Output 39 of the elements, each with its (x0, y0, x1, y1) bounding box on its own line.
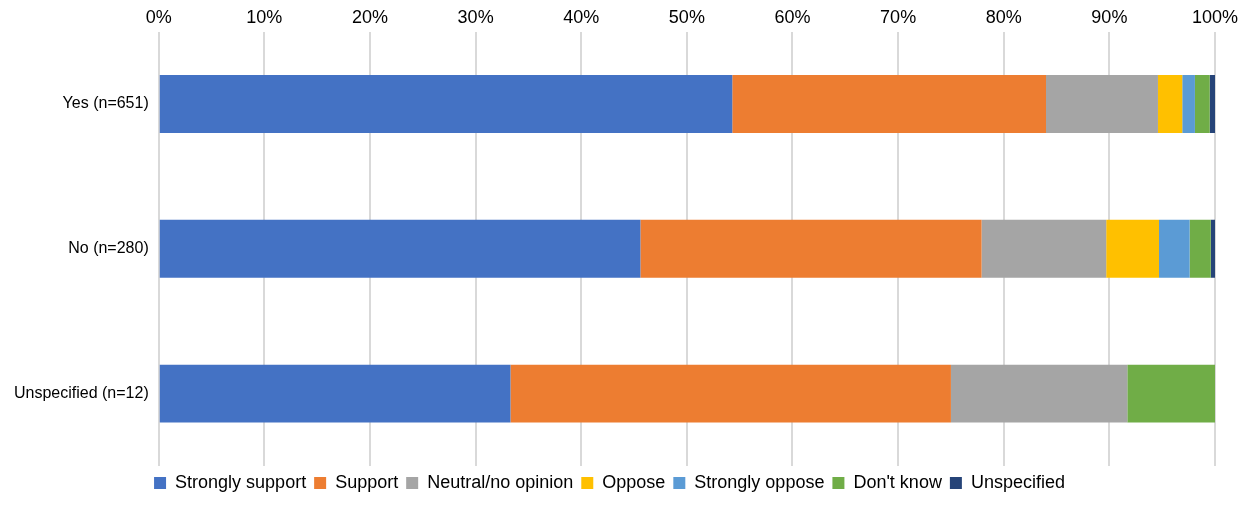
x-tick-label: 70% (880, 6, 917, 27)
x-tick-label: 40% (563, 6, 600, 27)
bar (950, 364, 1128, 423)
bar (1182, 75, 1195, 133)
x-tick-label: 100% (1191, 6, 1239, 27)
x-tick-label: 0% (145, 6, 172, 27)
legend-label: Support (335, 471, 399, 492)
bar (732, 75, 1046, 133)
bar (1189, 219, 1211, 278)
legend-label: Neutral/no opinion (427, 471, 574, 492)
bar (1127, 364, 1215, 423)
x-tick-label: 20% (351, 6, 389, 27)
x-tick-label: 30% (457, 6, 494, 27)
legend-label: Strongly support (175, 471, 307, 492)
bar (159, 364, 511, 423)
x-tick-label: 80% (985, 6, 1022, 27)
legend-label: Oppose (602, 471, 666, 492)
x-tick-label: 90% (1091, 6, 1128, 27)
bar (1159, 219, 1190, 278)
bar (981, 219, 1107, 278)
bar (1194, 75, 1210, 133)
bar (1209, 75, 1215, 133)
bar (159, 75, 733, 133)
bar (159, 219, 641, 278)
x-tick-label: 10% (246, 6, 283, 27)
y-tick-label: Unspecified (n=12) (13, 384, 149, 402)
legend-label: Strongly oppose (694, 471, 825, 492)
bar (1046, 75, 1158, 133)
y-tick-label: No (n=280) (68, 239, 149, 257)
bar (510, 364, 951, 423)
y-tick-label: Yes (n=651) (62, 94, 149, 112)
x-tick-label: 50% (668, 6, 705, 27)
legend-label: Don't know (853, 471, 943, 492)
legend-label: Unspecified (970, 471, 1065, 492)
bar (1210, 219, 1215, 278)
bar (1157, 75, 1183, 133)
x-tick-label: 60% (774, 6, 811, 27)
bar (1106, 219, 1160, 278)
bar (640, 219, 982, 278)
